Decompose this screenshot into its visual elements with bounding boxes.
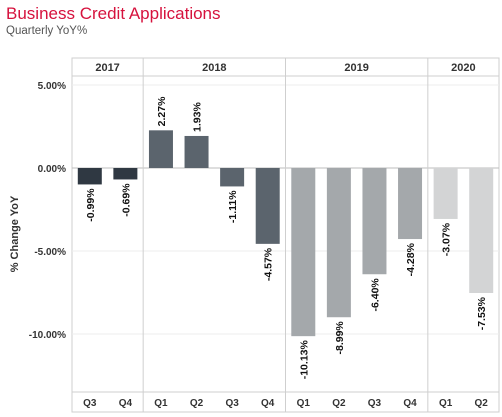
bar [469,168,494,293]
y-tick-label: 5.00% [38,81,66,92]
bar [255,168,280,244]
x-tick-label: Q4 [261,398,275,409]
data-label: -1.11% [227,190,239,223]
bar [113,168,138,180]
y-tick-label: -10.00% [29,330,66,341]
bar [184,135,209,168]
x-tick-label: Q1 [154,398,168,409]
group-label: 2019 [344,62,368,74]
x-tick-label: Q3 [368,398,382,409]
data-label: -6.40% [369,278,381,312]
x-tick-label: Q2 [332,398,346,409]
data-label: -10.13% [298,339,310,379]
data-label: -4.57% [263,247,275,281]
data-label: -7.53% [476,296,488,330]
y-tick-label: -5.00% [34,247,66,258]
bar [398,168,423,240]
bar [326,168,351,318]
data-label: 1.93% [192,102,204,132]
bar [291,168,316,337]
y-tick-label: 0.00% [38,164,66,175]
x-tick-label: Q1 [439,398,453,409]
data-label: -0.99% [85,188,97,222]
x-tick-label: Q4 [403,398,417,409]
x-tick-label: Q2 [475,398,489,409]
bar [220,168,245,187]
x-tick-label: Q1 [297,398,311,409]
chart-subtitle: Quarterly YoY% [6,25,88,37]
x-tick-label: Q4 [119,398,133,409]
data-label: 2.27% [156,96,168,126]
x-tick-label: Q3 [83,398,97,409]
data-label: -4.28% [405,242,417,276]
group-label: 2018 [202,62,226,74]
data-label: -8.99% [334,321,346,355]
group-label: 2017 [95,62,119,74]
chart-title: Business Credit Applications [6,4,221,23]
x-tick-label: Q3 [225,398,239,409]
bar [77,168,102,185]
y-axis-label: % Change YoY [9,195,21,272]
group-label: 2020 [451,62,475,74]
x-tick-label: Q2 [190,398,204,409]
data-label: -0.69% [120,183,132,217]
bar [362,168,387,275]
bar [433,168,458,219]
data-label: -3.07% [441,222,453,256]
bar [148,130,173,168]
